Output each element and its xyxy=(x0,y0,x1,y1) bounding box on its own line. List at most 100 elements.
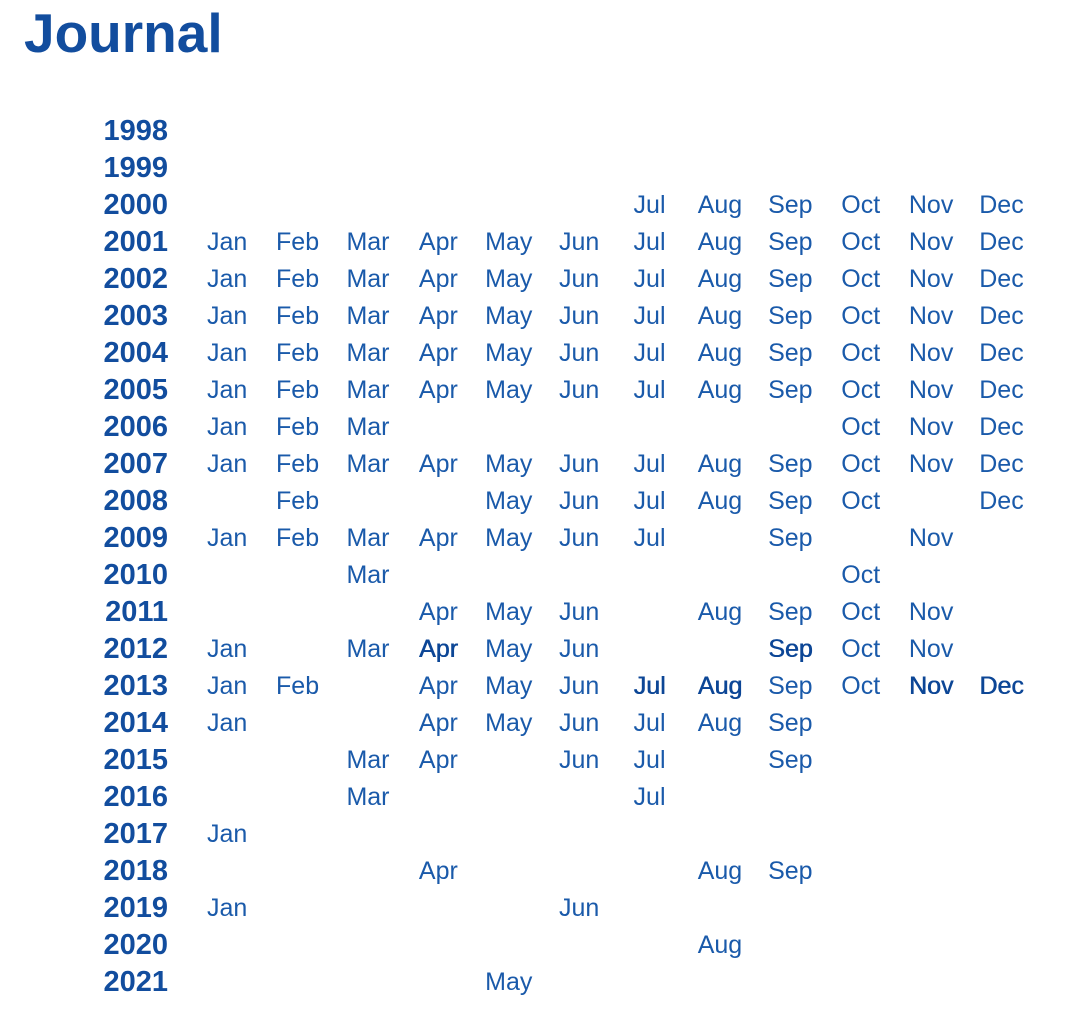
month-link-2004-Oct[interactable]: Oct xyxy=(841,339,881,367)
month-link-2013-Sep[interactable]: Sep xyxy=(768,672,813,700)
month-link-2010-Mar[interactable]: Mar xyxy=(346,561,390,589)
month-link-2002-Jan[interactable]: Jan xyxy=(207,265,248,293)
month-link-2011-May[interactable]: May xyxy=(485,598,533,626)
month-link-2009-Apr[interactable]: Apr xyxy=(418,524,458,552)
month-link-2007-Dec[interactable]: Dec xyxy=(979,450,1024,478)
month-link-2004-Nov[interactable]: Nov xyxy=(908,339,954,367)
month-link-2003-Aug[interactable]: Aug xyxy=(697,302,743,330)
month-link-2003-Jul[interactable]: Jul xyxy=(633,302,666,330)
month-link-2004-May[interactable]: May xyxy=(485,339,533,367)
month-link-2000-Nov[interactable]: Nov xyxy=(908,191,954,219)
month-link-2003-Mar[interactable]: Mar xyxy=(346,302,390,330)
month-link-2007-Sep[interactable]: Sep xyxy=(768,450,813,478)
month-link-2007-May[interactable]: May xyxy=(485,450,533,478)
month-link-2009-Mar[interactable]: Mar xyxy=(346,524,390,552)
month-link-2002-Nov[interactable]: Nov xyxy=(908,265,954,293)
month-link-2004-Jan[interactable]: Jan xyxy=(207,339,248,367)
month-link-2016-Jul[interactable]: Jul xyxy=(633,783,666,811)
month-link-2012-Sep[interactable]: Sep xyxy=(768,635,813,663)
month-link-2013-Jun[interactable]: Jun xyxy=(558,672,600,700)
month-link-2005-Jul[interactable]: Jul xyxy=(633,376,666,404)
month-link-2013-Nov[interactable]: Nov xyxy=(908,672,954,700)
month-link-2008-Jun[interactable]: Jun xyxy=(558,487,600,515)
month-link-2007-Aug[interactable]: Aug xyxy=(697,450,743,478)
month-link-2003-Oct[interactable]: Oct xyxy=(841,302,881,330)
month-link-2011-Aug[interactable]: Aug xyxy=(697,598,743,626)
month-link-2011-Apr[interactable]: Apr xyxy=(418,598,458,626)
month-link-2007-Oct[interactable]: Oct xyxy=(841,450,881,478)
month-link-2001-Feb[interactable]: Feb xyxy=(276,228,320,256)
month-link-2007-Jul[interactable]: Jul xyxy=(633,450,666,478)
month-link-2015-Mar[interactable]: Mar xyxy=(346,746,390,774)
month-link-2003-Jan[interactable]: Jan xyxy=(207,302,248,330)
month-link-2001-Oct[interactable]: Oct xyxy=(841,228,881,256)
month-link-2008-Feb[interactable]: Feb xyxy=(276,487,320,515)
month-link-2005-Dec[interactable]: Dec xyxy=(979,376,1024,404)
month-link-2003-Sep[interactable]: Sep xyxy=(768,302,813,330)
month-link-2014-Jul[interactable]: Jul xyxy=(633,709,666,737)
month-link-2018-Aug[interactable]: Aug xyxy=(697,857,743,885)
month-link-2017-Jan[interactable]: Jan xyxy=(207,820,248,848)
month-link-2001-Jun[interactable]: Jun xyxy=(558,228,600,256)
month-link-2015-Jun[interactable]: Jun xyxy=(558,746,600,774)
month-link-2005-Sep[interactable]: Sep xyxy=(768,376,813,404)
month-link-2005-Jan[interactable]: Jan xyxy=(207,376,248,404)
month-link-2005-May[interactable]: May xyxy=(485,376,533,404)
month-link-2004-Jun[interactable]: Jun xyxy=(558,339,600,367)
month-link-2007-Jan[interactable]: Jan xyxy=(207,450,248,478)
month-link-2009-Sep[interactable]: Sep xyxy=(768,524,813,552)
month-link-2001-May[interactable]: May xyxy=(485,228,533,256)
month-link-2002-Mar[interactable]: Mar xyxy=(346,265,390,293)
month-link-2010-Oct[interactable]: Oct xyxy=(841,561,881,589)
month-link-2000-Dec[interactable]: Dec xyxy=(979,191,1024,219)
month-link-2007-Jun[interactable]: Jun xyxy=(558,450,600,478)
month-link-2013-Feb[interactable]: Feb xyxy=(276,672,320,700)
month-link-2005-Feb[interactable]: Feb xyxy=(276,376,320,404)
month-link-2001-Dec[interactable]: Dec xyxy=(979,228,1024,256)
month-link-2006-Feb[interactable]: Feb xyxy=(276,413,320,441)
month-link-2011-Nov[interactable]: Nov xyxy=(908,598,954,626)
month-link-2009-May[interactable]: May xyxy=(485,524,533,552)
month-link-2005-Mar[interactable]: Mar xyxy=(346,376,390,404)
month-link-2007-Nov[interactable]: Nov xyxy=(908,450,954,478)
month-link-2004-Apr[interactable]: Apr xyxy=(418,339,458,367)
month-link-2014-Apr[interactable]: Apr xyxy=(418,709,458,737)
month-link-2015-Apr[interactable]: Apr xyxy=(418,746,458,774)
month-link-2006-Mar[interactable]: Mar xyxy=(346,413,390,441)
month-link-2006-Dec[interactable]: Dec xyxy=(979,413,1024,441)
month-link-2003-Nov[interactable]: Nov xyxy=(908,302,954,330)
month-link-2004-Jul[interactable]: Jul xyxy=(633,339,666,367)
month-link-2005-Oct[interactable]: Oct xyxy=(841,376,881,404)
month-link-2013-Dec[interactable]: Dec xyxy=(979,672,1024,700)
month-link-2014-Jan[interactable]: Jan xyxy=(207,709,248,737)
month-link-2002-Sep[interactable]: Sep xyxy=(768,265,813,293)
month-link-2008-Dec[interactable]: Dec xyxy=(979,487,1024,515)
month-link-2006-Nov[interactable]: Nov xyxy=(908,413,954,441)
month-link-2012-Nov[interactable]: Nov xyxy=(908,635,954,663)
month-link-2003-Feb[interactable]: Feb xyxy=(276,302,320,330)
month-link-2007-Feb[interactable]: Feb xyxy=(276,450,320,478)
month-link-2008-Aug[interactable]: Aug xyxy=(697,487,743,515)
month-link-2007-Mar[interactable]: Mar xyxy=(346,450,390,478)
month-link-2012-Apr[interactable]: Apr xyxy=(418,635,458,663)
month-link-2008-Jul[interactable]: Jul xyxy=(633,487,666,515)
month-link-2001-Jul[interactable]: Jul xyxy=(633,228,666,256)
month-link-2011-Jun[interactable]: Jun xyxy=(558,598,600,626)
month-link-2013-May[interactable]: May xyxy=(485,672,533,700)
month-link-2009-Nov[interactable]: Nov xyxy=(908,524,954,552)
month-link-2015-Jul[interactable]: Jul xyxy=(633,746,666,774)
month-link-2001-Nov[interactable]: Nov xyxy=(908,228,954,256)
month-link-2002-Aug[interactable]: Aug xyxy=(697,265,743,293)
month-link-2012-Oct[interactable]: Oct xyxy=(841,635,881,663)
month-link-2001-Sep[interactable]: Sep xyxy=(768,228,813,256)
month-link-2005-Apr[interactable]: Apr xyxy=(418,376,458,404)
month-link-2001-Aug[interactable]: Aug xyxy=(697,228,743,256)
month-link-2001-Mar[interactable]: Mar xyxy=(346,228,390,256)
month-link-2014-May[interactable]: May xyxy=(485,709,533,737)
month-link-2008-May[interactable]: May xyxy=(485,487,533,515)
month-link-2012-Jan[interactable]: Jan xyxy=(207,635,248,663)
month-link-2004-Aug[interactable]: Aug xyxy=(697,339,743,367)
month-link-2014-Aug[interactable]: Aug xyxy=(697,709,743,737)
month-link-2012-May[interactable]: May xyxy=(485,635,533,663)
month-link-2005-Aug[interactable]: Aug xyxy=(697,376,743,404)
